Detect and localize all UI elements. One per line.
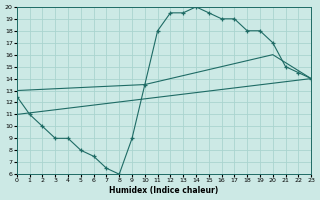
- X-axis label: Humidex (Indice chaleur): Humidex (Indice chaleur): [109, 186, 219, 195]
